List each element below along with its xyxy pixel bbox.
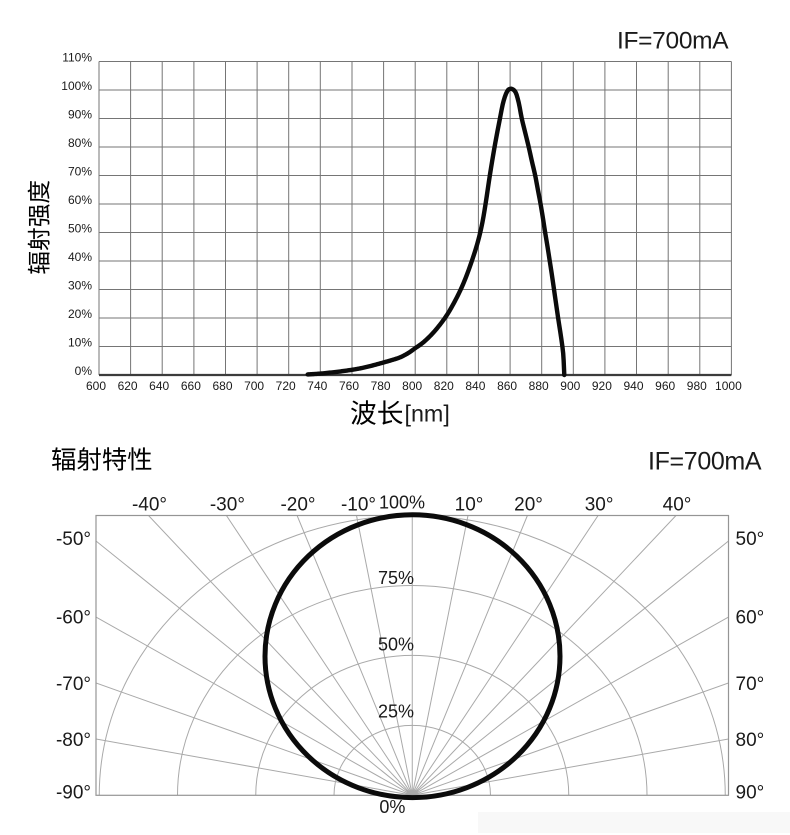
svg-text:80%: 80%	[68, 136, 92, 150]
svg-text:1000: 1000	[715, 379, 742, 393]
svg-text:720: 720	[276, 379, 296, 393]
svg-text:760: 760	[339, 379, 359, 393]
svg-text:740: 740	[307, 379, 327, 393]
svg-text:0%: 0%	[75, 364, 93, 378]
svg-text:20%: 20%	[68, 307, 92, 321]
svg-text:[nm]: [nm]	[405, 401, 450, 427]
svg-text:40%: 40%	[68, 250, 92, 264]
svg-text:60°: 60°	[736, 608, 765, 629]
svg-text:-90°: -90°	[56, 783, 91, 804]
svg-text:640: 640	[149, 379, 169, 393]
svg-text:10%: 10%	[68, 336, 92, 350]
svg-text:70°: 70°	[736, 674, 765, 695]
svg-text:820: 820	[434, 379, 454, 393]
svg-text:IF=700mA: IF=700mA	[617, 28, 729, 55]
svg-text:-60°: -60°	[56, 608, 91, 629]
svg-text:50%: 50%	[378, 634, 414, 654]
svg-text:840: 840	[465, 379, 485, 393]
svg-text:880: 880	[529, 379, 549, 393]
svg-text:780: 780	[371, 379, 391, 393]
svg-text:70%: 70%	[68, 165, 92, 179]
svg-text:900: 900	[560, 379, 580, 393]
svg-text:-80°: -80°	[56, 730, 91, 751]
svg-text:80°: 80°	[736, 730, 765, 751]
svg-text:920: 920	[592, 379, 612, 393]
svg-text:-50°: -50°	[56, 529, 91, 550]
svg-text:940: 940	[623, 379, 643, 393]
svg-text:90%: 90%	[68, 108, 92, 122]
svg-text:620: 620	[118, 379, 138, 393]
svg-text:-10°: -10°	[341, 494, 376, 515]
svg-text:60%: 60%	[68, 193, 92, 207]
svg-text:-70°: -70°	[56, 674, 91, 695]
svg-text:800: 800	[402, 379, 422, 393]
svg-text:30%: 30%	[68, 279, 92, 293]
svg-text:100%: 100%	[379, 493, 425, 513]
svg-text:700: 700	[244, 379, 264, 393]
svg-text:50°: 50°	[736, 529, 765, 550]
svg-text:110%: 110%	[62, 51, 92, 65]
svg-text:680: 680	[212, 379, 232, 393]
svg-text:-40°: -40°	[132, 494, 167, 515]
svg-text:90°: 90°	[736, 783, 765, 804]
svg-text:960: 960	[655, 379, 675, 393]
svg-text:IF=700mA: IF=700mA	[648, 448, 762, 476]
svg-text:20°: 20°	[514, 494, 543, 515]
svg-text:660: 660	[181, 379, 201, 393]
svg-text:75%: 75%	[378, 568, 414, 588]
svg-text:600: 600	[86, 379, 106, 393]
svg-text:10°: 10°	[455, 494, 484, 515]
svg-text:-20°: -20°	[280, 494, 315, 515]
svg-text:-30°: -30°	[210, 494, 245, 515]
svg-text:40°: 40°	[663, 494, 692, 515]
svg-text:860: 860	[497, 379, 517, 393]
svg-text:0%: 0%	[379, 797, 405, 817]
svg-text:50%: 50%	[68, 222, 92, 236]
svg-text:25%: 25%	[378, 702, 414, 722]
svg-text:100%: 100%	[61, 79, 92, 93]
svg-text:980: 980	[687, 379, 707, 393]
svg-text:30°: 30°	[585, 494, 614, 515]
